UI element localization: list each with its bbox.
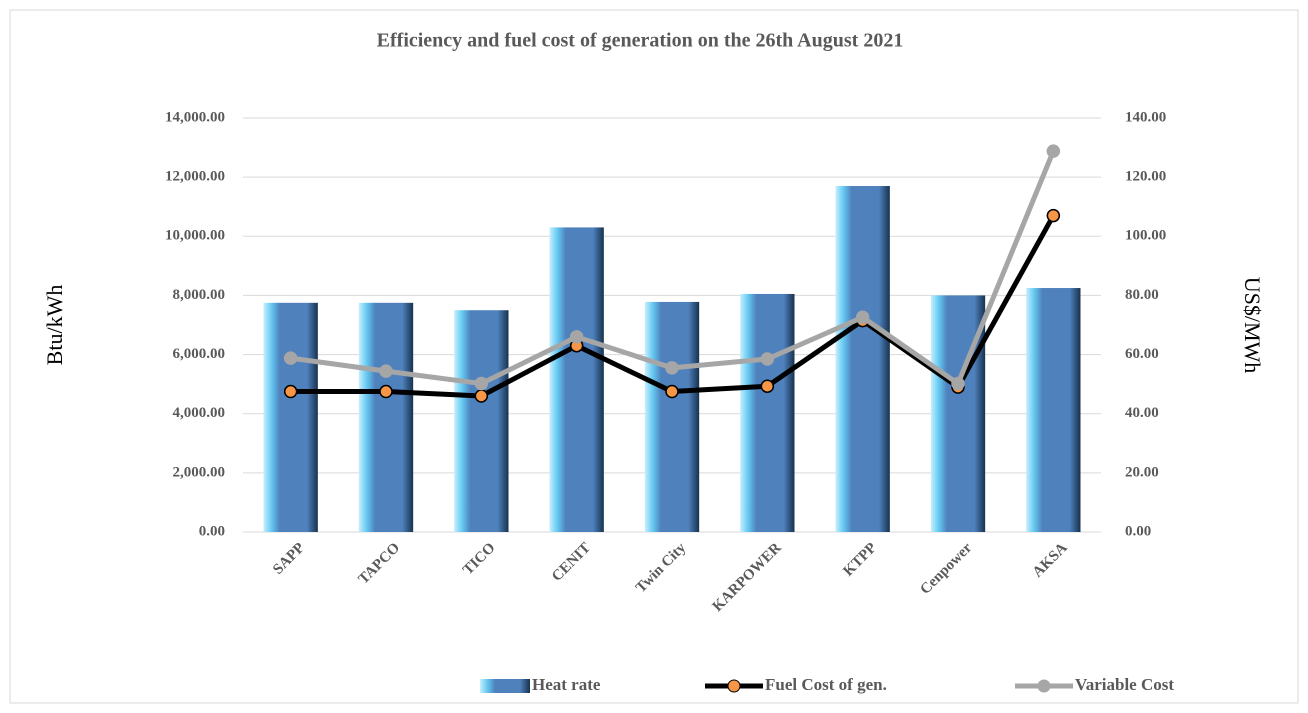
- legend-swatch: [480, 679, 530, 693]
- y2-tick-label: 80.00: [1125, 287, 1159, 303]
- marker: [1046, 208, 1061, 223]
- marker: [665, 361, 679, 375]
- y2-tick-label: 0.00: [1125, 523, 1151, 539]
- marker: [665, 384, 679, 399]
- marker: [379, 384, 393, 399]
- legend-swatch: [1037, 679, 1051, 693]
- y2-tick-label: 140.00: [1125, 109, 1166, 125]
- marker: [855, 310, 870, 325]
- chart-title: Efficiency and fuel cost of generation o…: [377, 30, 904, 52]
- y-tick-label: 8,000.00: [173, 287, 226, 303]
- y-tick-label: 14,000.00: [165, 109, 225, 125]
- marker: [474, 389, 489, 403]
- marker: [569, 330, 584, 344]
- y-axis-title: Btu/kWh: [42, 285, 67, 366]
- marker: [283, 351, 298, 365]
- y-tick-label: 10,000.00: [165, 228, 225, 244]
- marker: [379, 364, 393, 378]
- legend-label: Variable Cost: [1075, 675, 1174, 694]
- bar: [740, 293, 795, 532]
- y2-tick-label: 20.00: [1125, 464, 1159, 480]
- y-tick-label: 0.00: [199, 523, 225, 539]
- y2-tick-label: 40.00: [1125, 405, 1159, 421]
- marker: [474, 376, 489, 391]
- bar: [358, 302, 414, 532]
- y-tick-label: 4,000.00: [173, 405, 226, 421]
- bar: [1026, 288, 1081, 532]
- bar: [454, 310, 509, 532]
- bar: [263, 302, 318, 532]
- legend-label: Heat rate: [532, 675, 601, 694]
- y2-axis-title: US$/MWh: [1240, 277, 1265, 374]
- marker: [760, 379, 775, 393]
- marker: [1046, 144, 1061, 158]
- y2-tick-label: 100.00: [1125, 228, 1166, 244]
- y-tick-label: 6,000.00: [173, 346, 226, 362]
- marker: [951, 376, 965, 391]
- y-tick-label: 2,000.00: [173, 464, 226, 480]
- legend-swatch: [727, 679, 741, 693]
- legend-label: Fuel Cost of gen.: [765, 675, 887, 694]
- bar: [835, 186, 890, 532]
- marker: [283, 384, 298, 399]
- y2-tick-label: 120.00: [1125, 169, 1166, 185]
- y2-tick-label: 60.00: [1125, 346, 1159, 362]
- marker: [760, 352, 775, 366]
- bar: [549, 227, 604, 532]
- bar: [644, 301, 700, 532]
- y-tick-label: 12,000.00: [165, 169, 225, 185]
